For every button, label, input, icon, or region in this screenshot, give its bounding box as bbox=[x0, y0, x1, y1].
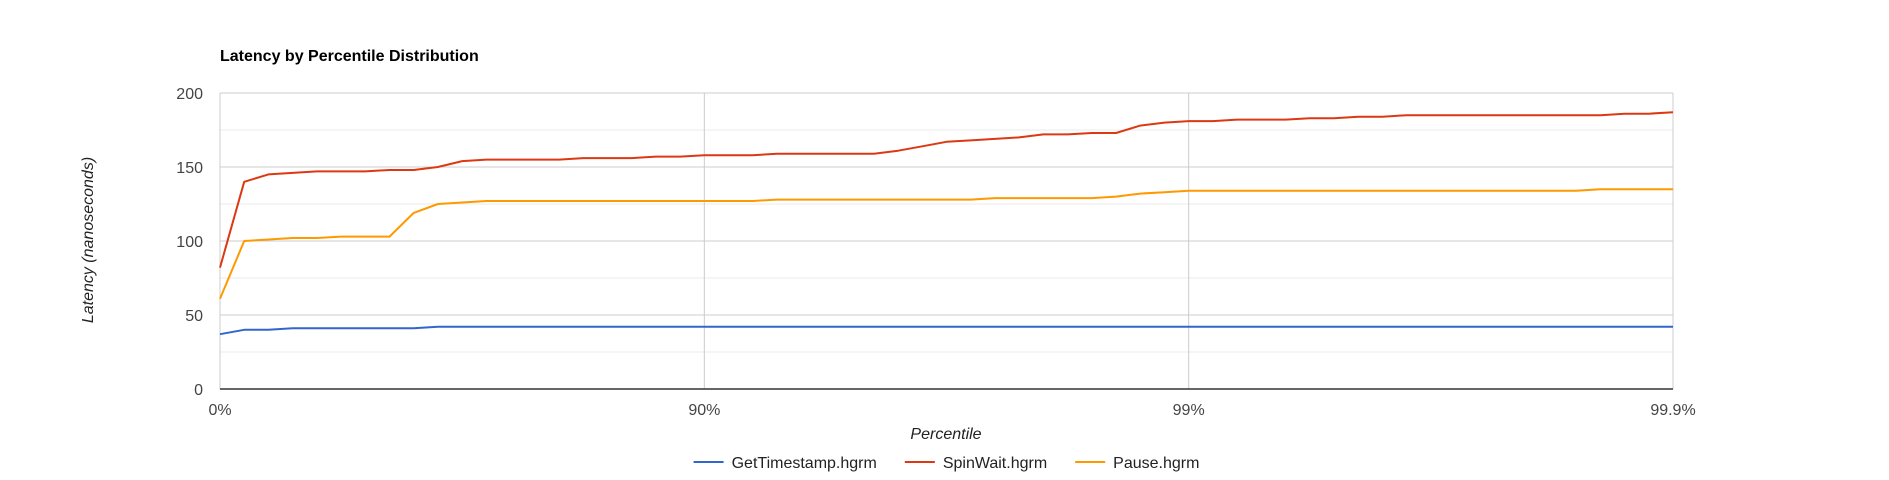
series-line-gettimestamp-hgrm bbox=[219, 325, 1673, 336]
series-line-pause-hgrm bbox=[219, 188, 1673, 300]
y-axis-ticks: 0 50 100 150 200 bbox=[176, 86, 203, 399]
legend-label-spinwait-hgrm: SpinWait.hgrm bbox=[943, 455, 1047, 472]
chart-legend: GetTimestamp.hgrm SpinWait.hgrm Pause.hgrm bbox=[693, 455, 1199, 472]
y-tick-label: 100 bbox=[176, 234, 203, 251]
x-axis-ticks: 0% 90% 99% 99.9% bbox=[208, 402, 1695, 419]
legend-label-gettimestamp-hgrm: GetTimestamp.hgrm bbox=[732, 455, 877, 472]
series-lines bbox=[219, 111, 1674, 336]
legend-label-pause-hgrm: Pause.hgrm bbox=[1113, 455, 1199, 472]
x-axis-title: Percentile bbox=[910, 426, 981, 443]
major-gridlines bbox=[219, 92, 1674, 389]
y-tick-label: 0 bbox=[194, 382, 203, 399]
x-tick-label: 99.9% bbox=[1650, 402, 1695, 419]
y-tick-label: 50 bbox=[185, 308, 203, 325]
y-axis-title: Latency (nanoseconds) bbox=[80, 157, 97, 323]
x-tick-label: 99% bbox=[1173, 402, 1205, 419]
y-tick-label: 150 bbox=[176, 160, 203, 177]
minor-gridlines bbox=[220, 129, 1673, 353]
y-tick-label: 200 bbox=[176, 86, 203, 103]
series-line-spinwait-hgrm bbox=[219, 111, 1674, 268]
x-tick-label: 0% bbox=[208, 402, 231, 419]
chart-title: Latency by Percentile Distribution bbox=[220, 48, 479, 65]
x-tick-label: 90% bbox=[688, 402, 720, 419]
